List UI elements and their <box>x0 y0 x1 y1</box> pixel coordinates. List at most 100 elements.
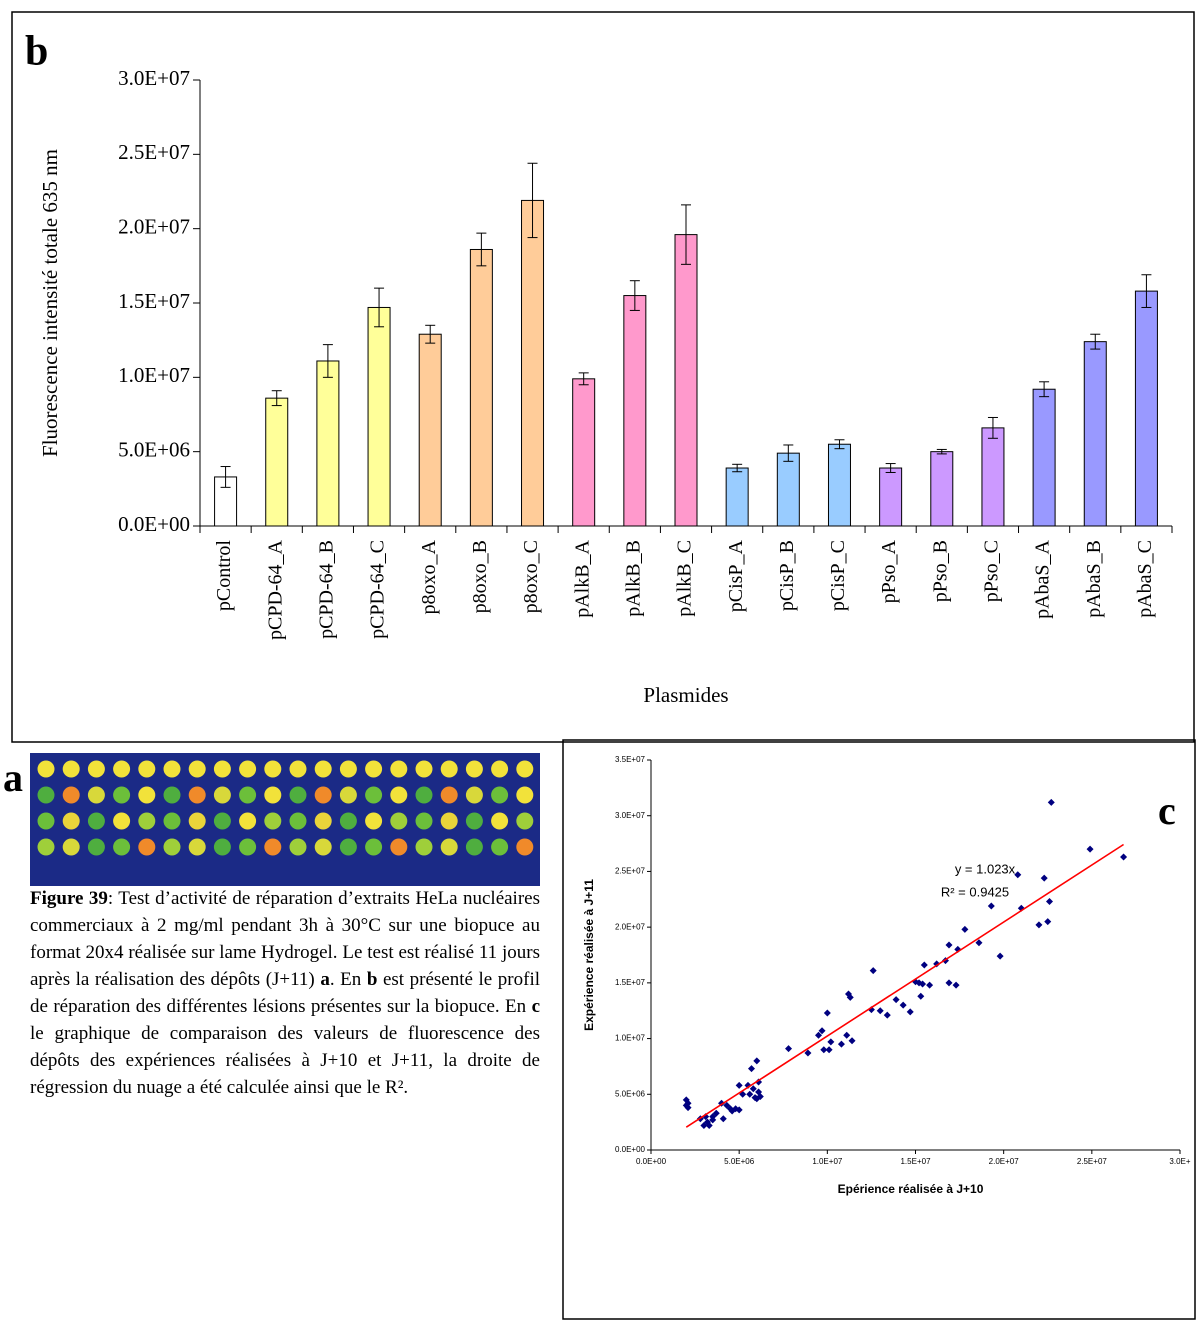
y-tick-label: 1.0E+07 <box>615 1034 646 1043</box>
data-point <box>702 1113 710 1121</box>
spot <box>314 838 332 856</box>
spot <box>239 786 257 804</box>
y-tick-label: 1.0E+07 <box>118 363 190 387</box>
data-point <box>825 1046 833 1054</box>
spot <box>213 838 231 856</box>
spot <box>415 838 433 856</box>
bar <box>265 397 289 527</box>
y-axis-label: Expérience réalisée à J+11 <box>582 879 596 1031</box>
spot <box>289 760 307 778</box>
spot <box>314 760 332 778</box>
spot <box>138 812 156 830</box>
data-point <box>1047 798 1055 806</box>
panel-c-frame <box>562 739 1196 1320</box>
spot <box>163 760 181 778</box>
x-tick-label: 3.0E+ <box>1169 1157 1190 1166</box>
spot <box>239 760 257 778</box>
spot <box>491 760 509 778</box>
caption-text: : Test d’activité de réparation d’extrai… <box>30 888 540 990</box>
biochip-image <box>30 753 540 886</box>
spot <box>138 786 156 804</box>
bar <box>418 333 442 527</box>
x-tick-label: pCisP_B <box>776 540 798 611</box>
data-point <box>815 1031 823 1039</box>
x-tick-label: pAbaS_A <box>1032 539 1054 618</box>
spot <box>138 760 156 778</box>
x-tick-label: pCPD-64_B <box>315 540 337 639</box>
spot <box>390 838 408 856</box>
x-tick-label: pControl <box>213 540 235 612</box>
data-point <box>846 993 854 1001</box>
spot <box>491 786 509 804</box>
data-point <box>899 1001 907 1009</box>
spot <box>239 812 257 830</box>
spot <box>491 812 509 830</box>
data-point <box>892 996 900 1004</box>
equation: y = 1.023x <box>955 861 1016 876</box>
data-point <box>820 1046 828 1054</box>
data-point <box>869 967 877 975</box>
x-axis-label: Plasmides <box>643 683 728 707</box>
spot <box>163 786 181 804</box>
spot <box>465 760 483 778</box>
spot <box>415 812 433 830</box>
data-point <box>709 1116 717 1124</box>
data-point <box>746 1090 754 1098</box>
data-point <box>920 961 928 969</box>
spot <box>390 786 408 804</box>
x-tick-label: p8oxo_A <box>418 539 440 614</box>
y-tick-label: 2.0E+07 <box>118 214 190 238</box>
y-tick-label: 2.5E+07 <box>615 867 646 876</box>
spot <box>37 838 55 856</box>
bar <box>469 248 493 527</box>
y-tick-label: 2.0E+07 <box>615 922 646 931</box>
spot <box>87 786 105 804</box>
data-point <box>823 1009 831 1017</box>
spot <box>465 812 483 830</box>
y-tick-label: 0.0E+00 <box>118 512 190 536</box>
x-tick-label: pPso_B <box>929 540 951 602</box>
spot <box>37 760 55 778</box>
caption-text: . En <box>329 969 367 990</box>
spot <box>289 812 307 830</box>
spot <box>365 838 383 856</box>
x-tick-label: pCPD-64_C <box>367 540 389 639</box>
spot <box>264 786 282 804</box>
bar <box>1032 388 1056 527</box>
spot <box>113 786 131 804</box>
bar <box>725 467 749 527</box>
data-point <box>1044 918 1052 926</box>
caption-bold: a <box>320 969 330 990</box>
caption-text: est présenté le profil de réparation des… <box>30 969 540 1017</box>
spot <box>516 812 534 830</box>
spot <box>440 812 458 830</box>
spot <box>62 786 80 804</box>
y-tick-label: 5.0E+06 <box>615 1089 646 1098</box>
data-point <box>883 1011 891 1019</box>
data-point <box>1040 874 1048 882</box>
spot <box>213 812 231 830</box>
data-point <box>818 1027 826 1035</box>
spot <box>415 786 433 804</box>
data-point <box>712 1109 720 1117</box>
spot <box>188 812 206 830</box>
spot <box>314 812 332 830</box>
data-point <box>945 941 953 949</box>
data-point <box>1035 921 1043 929</box>
x-tick-label: 1.5E+07 <box>900 1157 931 1166</box>
y-tick-label: 3.5E+07 <box>615 755 646 764</box>
bar <box>1083 341 1107 527</box>
spot <box>264 812 282 830</box>
spot <box>289 786 307 804</box>
spot <box>62 838 80 856</box>
caption-text: le graphique de comparaison des valeurs … <box>30 1023 540 1098</box>
bar <box>367 306 391 527</box>
data-point <box>1014 871 1022 879</box>
bar <box>930 451 954 527</box>
panel-label: b <box>25 29 48 75</box>
spot <box>62 760 80 778</box>
x-tick-label: 2.0E+07 <box>989 1157 1020 1166</box>
spot <box>163 838 181 856</box>
spot <box>339 786 357 804</box>
